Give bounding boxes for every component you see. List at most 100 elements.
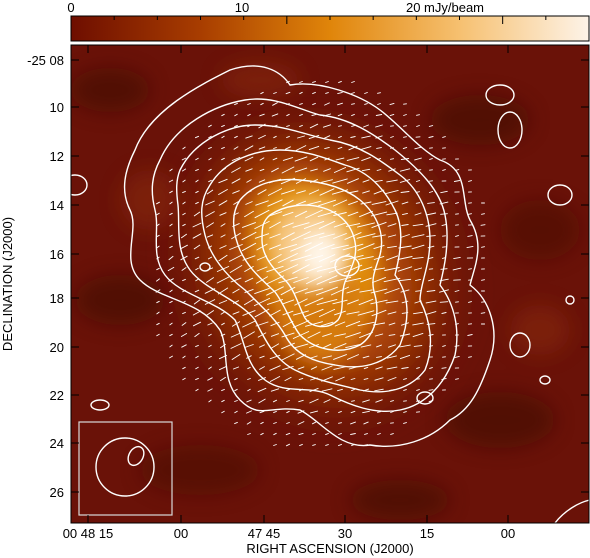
polarization-vector xyxy=(243,298,255,306)
polarization-vector xyxy=(345,332,361,338)
polarization-vector xyxy=(333,222,347,228)
polarization-vector xyxy=(299,443,303,447)
polarization-vector xyxy=(231,321,241,327)
polarization-vector xyxy=(221,322,225,326)
polarization-vector xyxy=(467,334,473,336)
polarization-vector xyxy=(348,366,358,370)
polarization-vector xyxy=(220,376,226,382)
polarization-vector xyxy=(241,231,257,241)
polarization-vector xyxy=(320,321,334,327)
x-tick-label: 00 48 15 xyxy=(63,526,114,541)
polarization-vector xyxy=(310,366,318,370)
polarization-vector xyxy=(182,212,186,216)
polarization-vector xyxy=(399,168,411,172)
polarization-vector xyxy=(192,233,202,239)
polarization-vector xyxy=(218,254,228,262)
polarization-vector xyxy=(232,300,240,304)
polarization-vector xyxy=(229,244,243,250)
polarization-vector xyxy=(337,113,343,117)
polarization-vector xyxy=(194,289,200,293)
polarization-vector xyxy=(297,410,305,414)
polarization-vector xyxy=(259,355,265,359)
polarization-vector xyxy=(413,267,423,271)
polarization-vector xyxy=(325,444,329,446)
polarization-vector xyxy=(298,432,304,436)
polarization-vector xyxy=(258,134,266,140)
polarization-vector xyxy=(272,399,278,403)
polarization-vector xyxy=(247,378,251,380)
polarization-vector xyxy=(442,345,446,347)
polarization-vector xyxy=(247,433,251,435)
noise-contour xyxy=(509,332,531,358)
polarization-vector xyxy=(195,366,199,370)
polarization-vector xyxy=(221,388,225,392)
y-tick-label: 24 xyxy=(50,436,64,451)
polarization-vector xyxy=(167,266,175,272)
noise-contour xyxy=(565,295,575,305)
polarization-vector xyxy=(259,344,265,348)
polarization-vector xyxy=(322,343,332,349)
polarization-vector xyxy=(439,301,449,303)
polarization-vector xyxy=(259,410,265,414)
polarization-vector xyxy=(256,276,268,284)
polarization-vector xyxy=(357,310,375,316)
polarization-vector xyxy=(285,443,291,447)
polarization-vector xyxy=(387,234,397,238)
polarization-vector xyxy=(317,210,337,218)
polarization-vector xyxy=(440,213,448,215)
polarization-vector xyxy=(357,222,375,228)
polarization-vector xyxy=(363,124,369,128)
polarization-vector xyxy=(345,223,361,227)
polarization-vector xyxy=(350,421,356,425)
polarization-vector xyxy=(297,135,305,139)
polarization-vector xyxy=(425,223,437,227)
polarization-vector xyxy=(305,321,323,327)
polarization-vector xyxy=(373,189,385,195)
polarization-vector xyxy=(256,266,268,272)
polarization-vector xyxy=(221,124,225,128)
polarization-vector xyxy=(350,136,356,138)
polarization-vector xyxy=(169,311,173,315)
polarization-vector xyxy=(271,113,279,117)
polarization-vector xyxy=(194,135,200,139)
polarization-vector xyxy=(333,233,347,239)
polarization-vector xyxy=(182,355,186,359)
polarization-vector xyxy=(426,323,436,325)
colorbar: 0 10 20 mJy/beam xyxy=(67,0,590,42)
polarization-vector xyxy=(401,201,409,205)
polarization-vector xyxy=(338,433,342,435)
polarization-vector xyxy=(310,168,318,172)
y-tick-label: 10 xyxy=(50,100,64,115)
polarization-vector xyxy=(204,288,216,294)
polarization-vector xyxy=(307,331,321,339)
polarization-vector xyxy=(266,299,284,305)
polarization-vector xyxy=(247,366,251,370)
polarization-vector xyxy=(269,244,281,250)
polarization-vector xyxy=(388,322,396,326)
polarization-vector xyxy=(231,354,241,360)
polarization-vector xyxy=(245,135,253,139)
polarization-vector xyxy=(256,243,268,251)
polarization-vector xyxy=(234,124,238,128)
polarization-vector xyxy=(208,157,212,161)
polarization-vector xyxy=(156,245,160,249)
polarization-vector xyxy=(455,235,459,237)
y-tick-label: 16 xyxy=(50,247,64,262)
polarization-vector xyxy=(389,389,395,391)
polarization-vector xyxy=(403,378,407,380)
polarization-vector xyxy=(468,301,472,303)
polarization-vector xyxy=(388,334,396,336)
contour-level-1 xyxy=(123,65,495,447)
polarization-vector xyxy=(308,145,320,151)
polarization-vector xyxy=(206,310,214,316)
polarization-vector xyxy=(375,366,383,370)
polarization-vector xyxy=(208,124,212,128)
polarization-vector xyxy=(286,388,290,392)
x-tick-label: 47 45 xyxy=(248,526,281,541)
polarization-vector xyxy=(348,200,358,206)
polarization-vector xyxy=(415,290,421,292)
polarization-vector xyxy=(385,189,399,195)
polarization-vector xyxy=(400,289,410,293)
polarization-vector xyxy=(192,222,202,228)
polarization-vector xyxy=(272,157,278,161)
